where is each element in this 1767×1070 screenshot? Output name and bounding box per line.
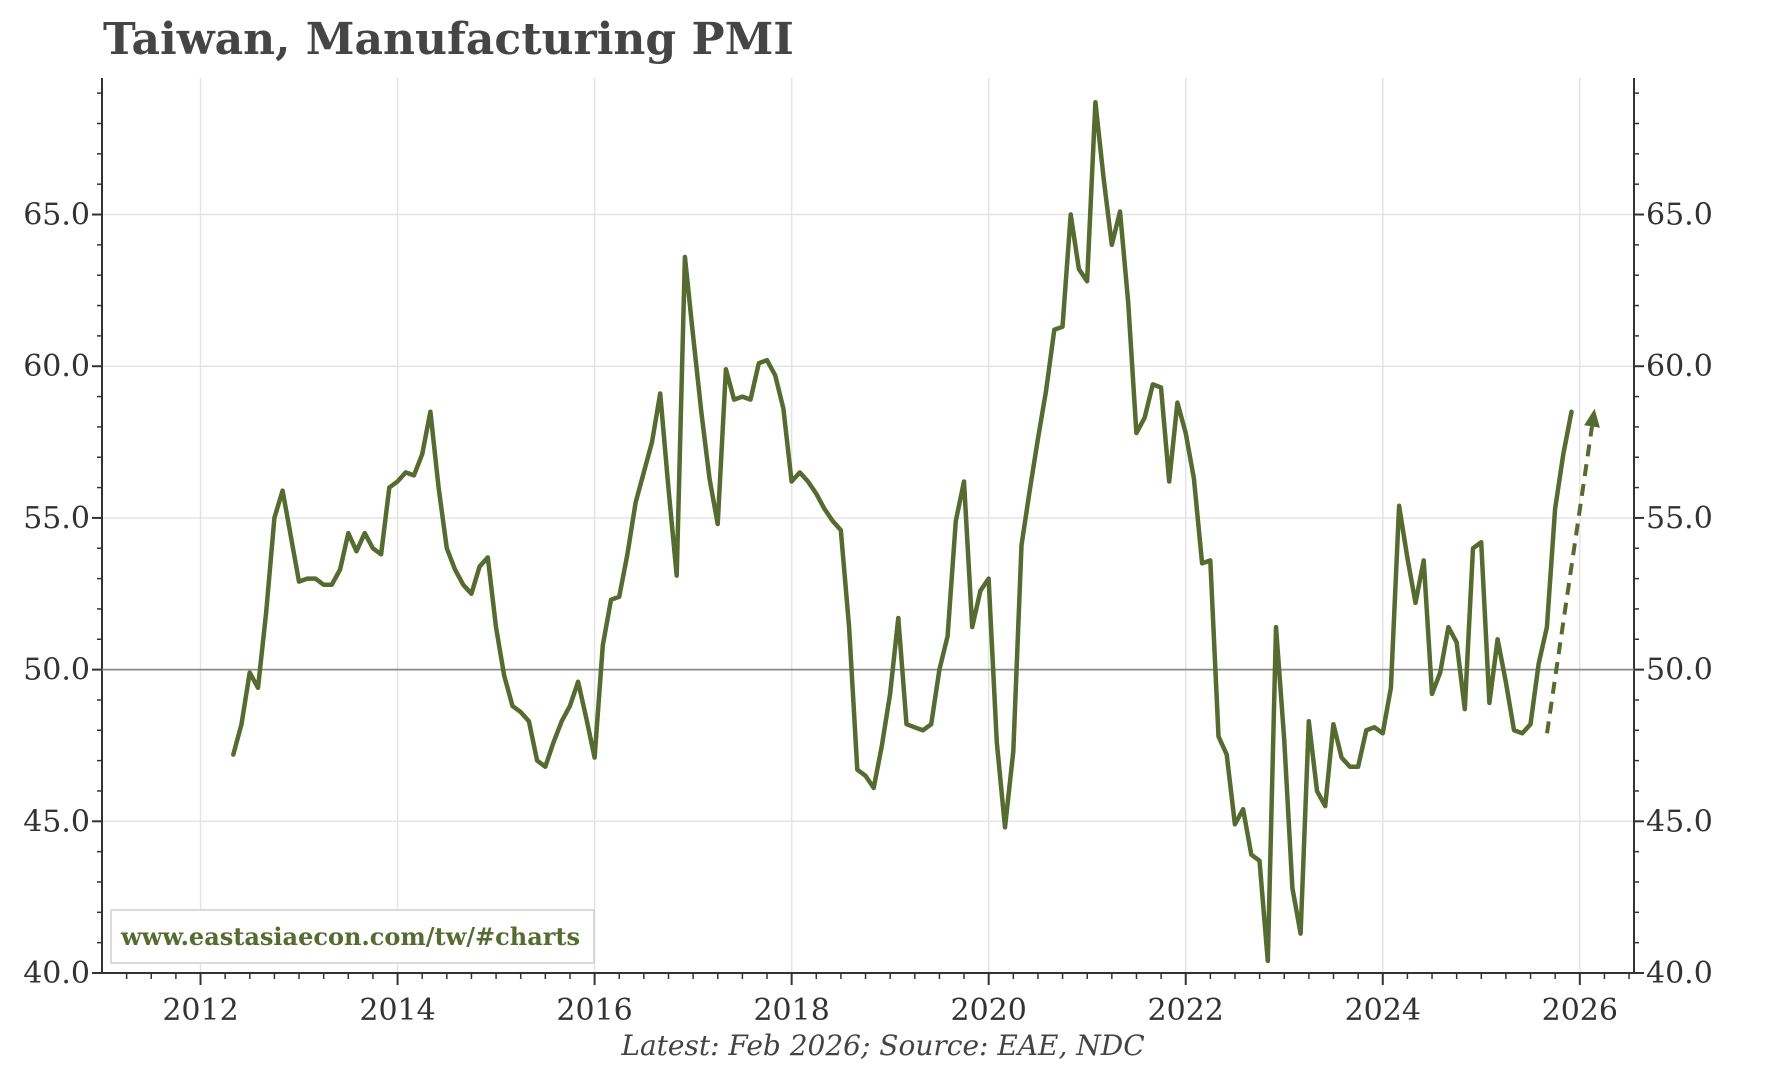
x-tick-label-2016: 2016 — [556, 993, 632, 1028]
annotation-group — [1545, 408, 1600, 734]
y-tick-label-left-50.0: 50.0 — [23, 653, 90, 688]
x-tick-label-2018: 2018 — [753, 993, 829, 1028]
y-tick-label-right-60.0: 60.0 — [1646, 349, 1713, 384]
y-tick-label-right-65.0: 65.0 — [1646, 198, 1713, 233]
y-tick-label-right-45.0: 45.0 — [1646, 804, 1713, 839]
x-tick-label-2022: 2022 — [1148, 993, 1224, 1028]
watermark-border — [110, 909, 595, 964]
axis-ticks: 40.0 40.0 45.0 45.0 50.0 50.0 55.0 55.0 60.0 60.0… — [23, 92, 1713, 1028]
x-tick-label-2024: 2024 — [1345, 993, 1421, 1028]
y-tick-label-right-50.0: 50.0 — [1646, 653, 1713, 688]
watermark-text: www.eastasiaecon.com/tw/#charts — [120, 922, 580, 951]
gridlines — [102, 78, 1634, 974]
trend-arrow-shaft — [1545, 426, 1594, 734]
chart-title: Taiwan, Manufacturing PMI — [103, 14, 794, 65]
y-tick-label-left-45.0: 45.0 — [23, 804, 90, 839]
axes — [101, 78, 1635, 974]
y-tick-label-left-55.0: 55.0 — [23, 501, 90, 536]
y-tick-label-right-40.0: 40.0 — [1646, 956, 1713, 991]
y-tick-label-right-55.0: 55.0 — [1646, 501, 1713, 536]
trend-arrow-head — [1584, 408, 1600, 428]
y-tick-label-left-40.0: 40.0 — [23, 956, 90, 991]
x-tick-label-2020: 2020 — [951, 993, 1027, 1028]
y-tick-label-left-65.0: 65.0 — [23, 198, 90, 233]
x-tick-label-2012: 2012 — [162, 993, 238, 1028]
x-tick-label-2014: 2014 — [359, 993, 435, 1028]
source-note: Latest: Feb 2026; Source: EAE, NDC — [620, 1029, 1144, 1062]
y-tick-label-left-60.0: 60.0 — [23, 349, 90, 384]
watermark-box: www.eastasiaecon.com/tw/#charts — [110, 909, 595, 964]
x-tick-label-2026: 2026 — [1542, 993, 1618, 1028]
series-group — [231, 100, 1574, 964]
series-line-pmi — [231, 100, 1574, 964]
